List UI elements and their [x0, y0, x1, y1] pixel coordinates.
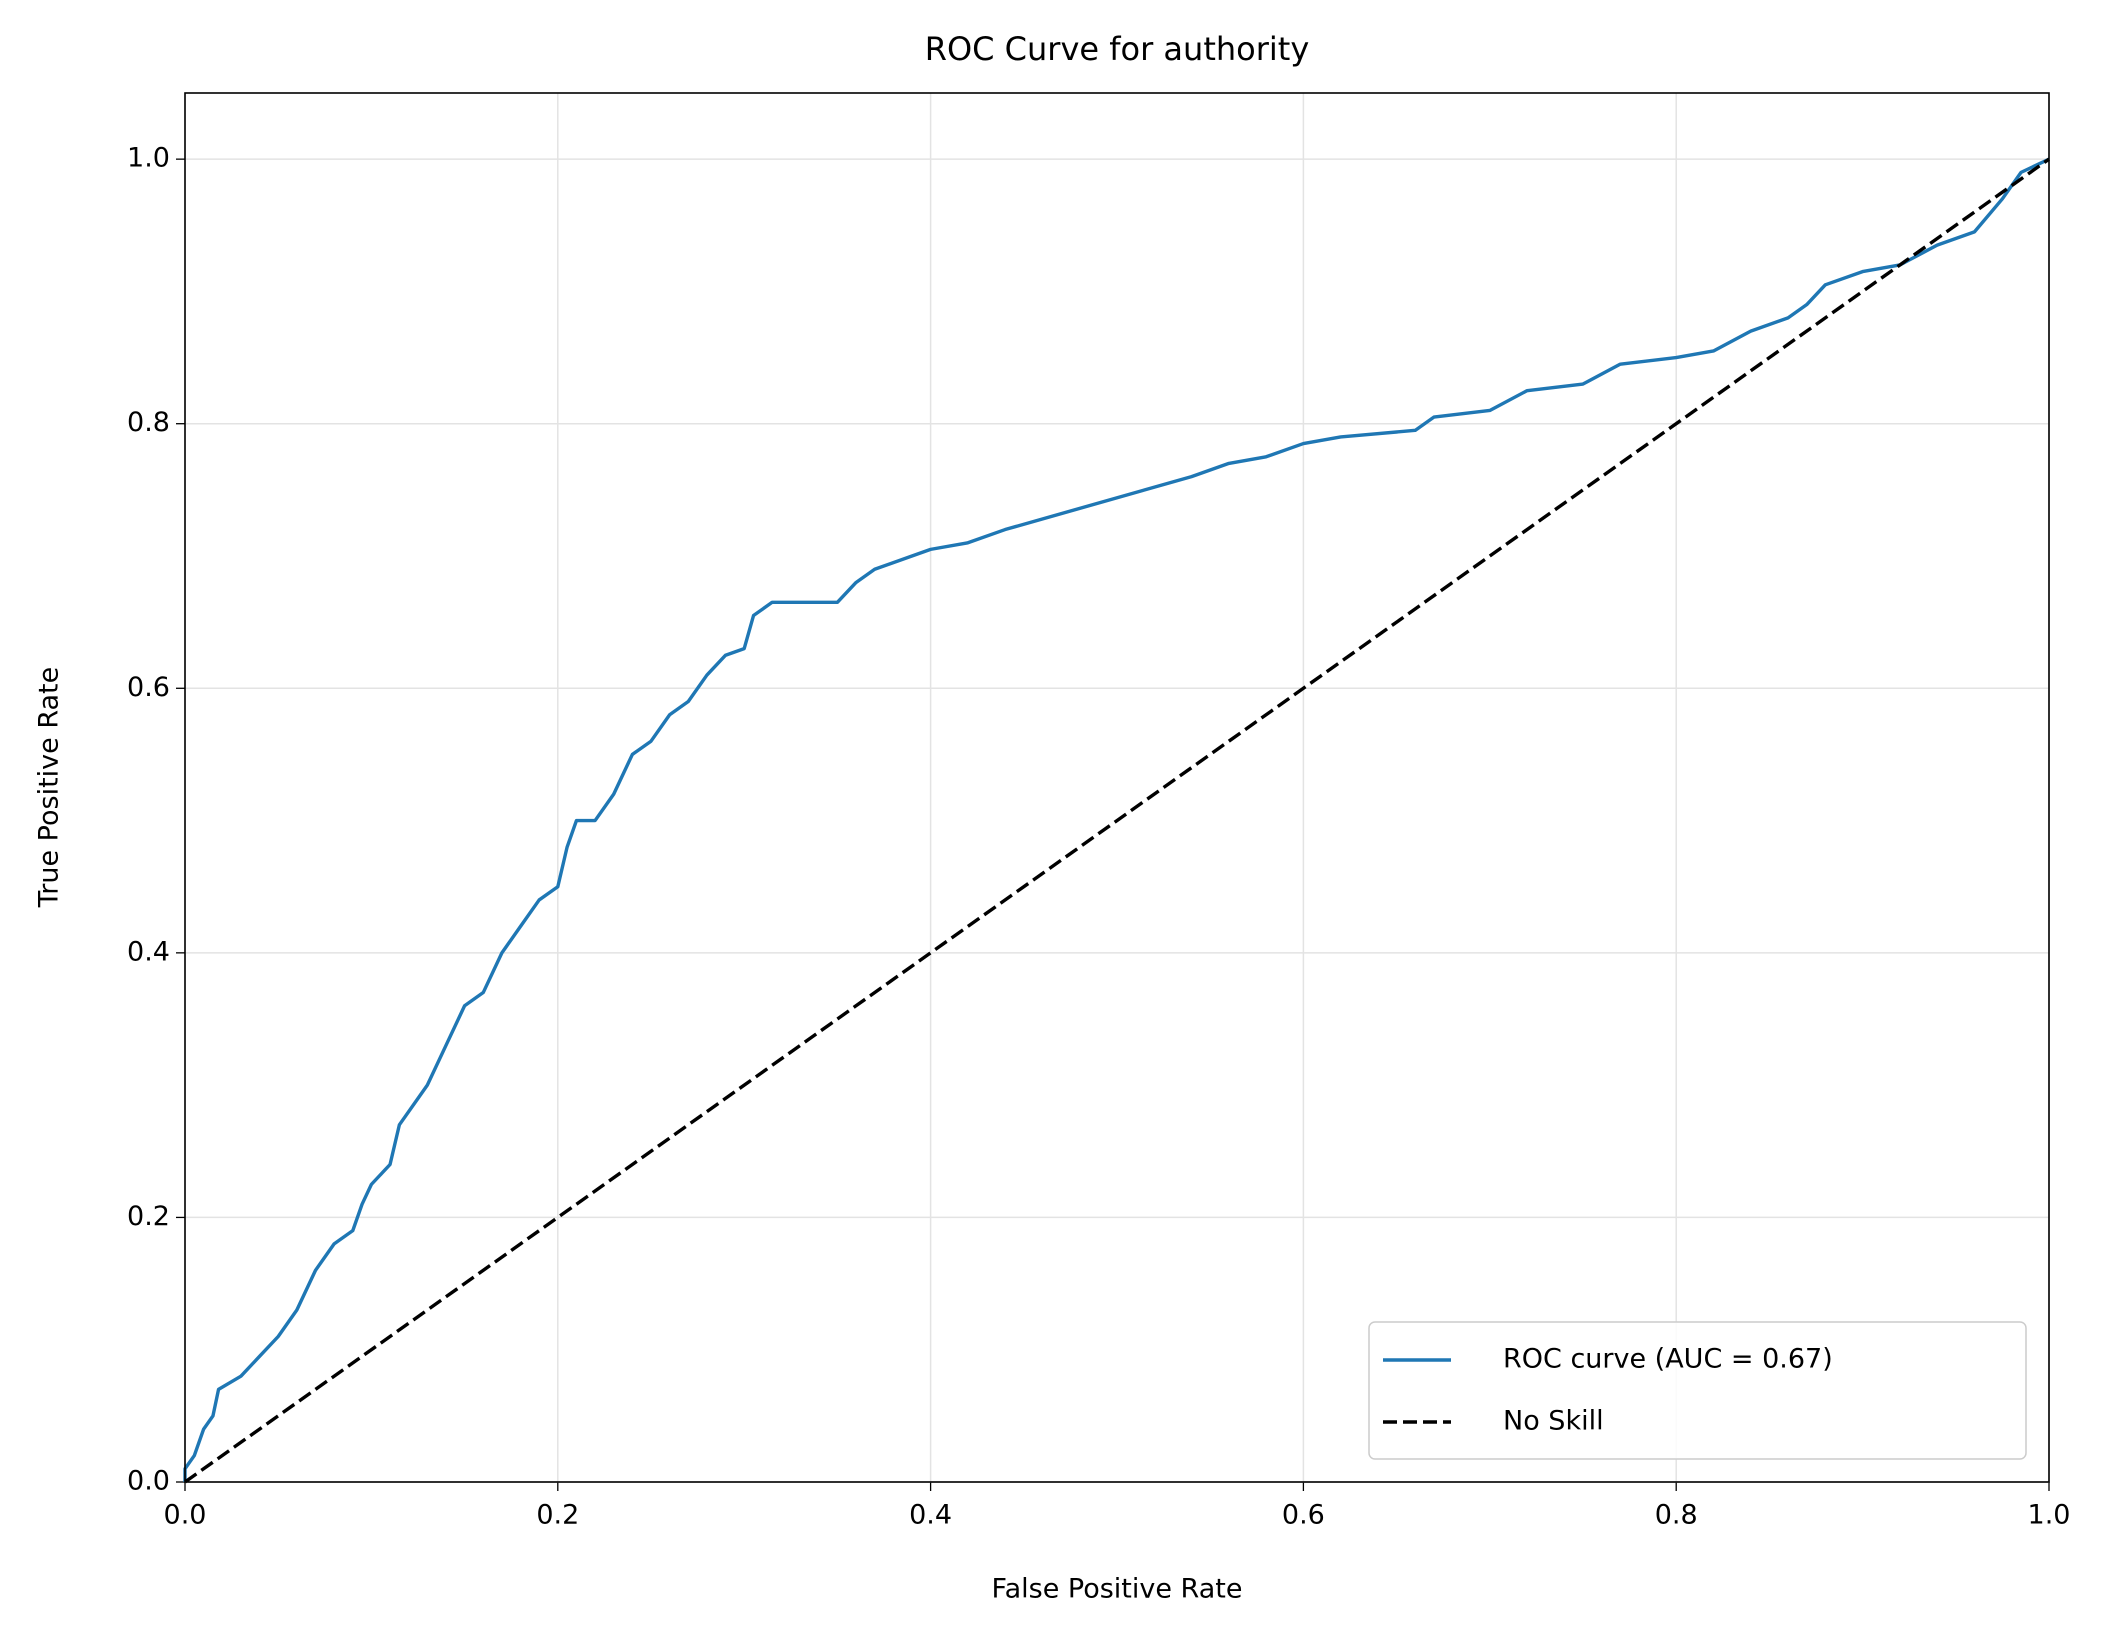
y-tick-label: 0.2: [127, 1201, 170, 1232]
roc-line: [183, 157, 2050, 1482]
chart-title: ROC Curve for authority: [925, 30, 1310, 68]
legend-label: No Skill: [1503, 1406, 1604, 1437]
x-tick-label: 1.0: [2028, 1500, 2071, 1531]
roc-line: [184, 157, 2050, 1484]
legend-box: [1368, 1321, 2027, 1460]
x-axis-label: False Positive Rate: [992, 1574, 1243, 1605]
x-tick-label: 0.4: [909, 1500, 952, 1531]
y-tick-label: 1.0: [127, 143, 170, 174]
x-tick-label: 0.6: [1282, 1500, 1325, 1531]
y-tick-label: 0.6: [127, 672, 170, 703]
y-tick-label: 0.4: [127, 936, 170, 967]
x-tick-label: 0.2: [536, 1500, 579, 1531]
legend: ROC curve (AUC = 0.67) No Skill: [1368, 1321, 2027, 1460]
x-tick-label: 0.0: [164, 1500, 207, 1531]
legend-label: ROC curve (AUC = 0.67): [1503, 1344, 1833, 1375]
y-axis-label: True Positive Rate: [34, 667, 65, 909]
y-tick-label: 0.8: [127, 407, 170, 438]
x-tick-label: 0.8: [1655, 1500, 1698, 1531]
plot-frame: [184, 92, 2050, 1483]
y-tick-label: 0.0: [127, 1466, 170, 1497]
